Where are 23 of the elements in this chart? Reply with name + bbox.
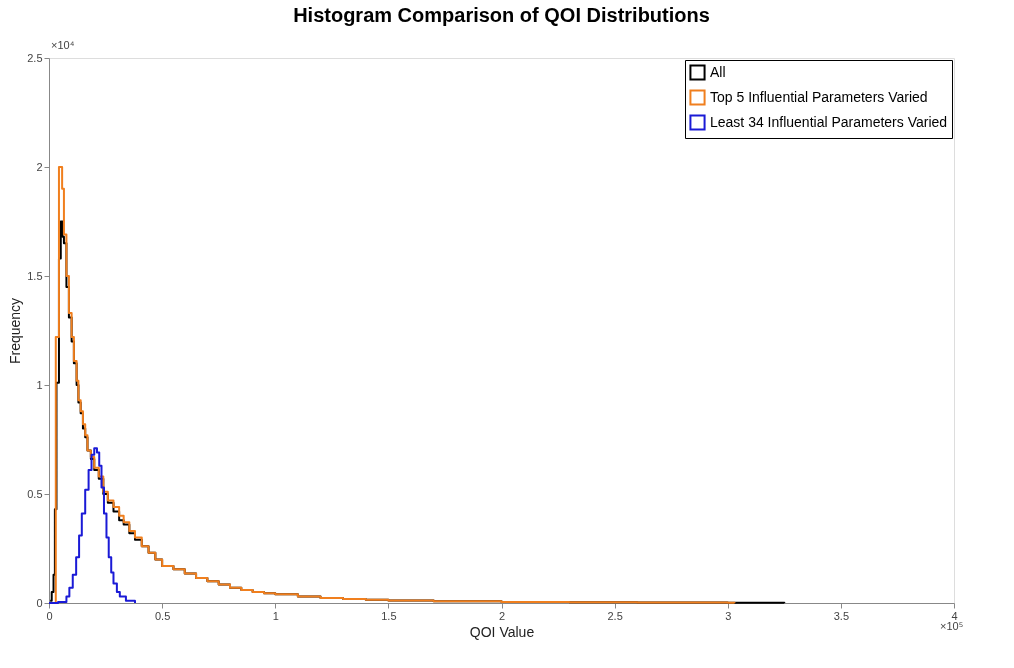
y-tick-label: 1.5 [27, 269, 43, 282]
y-tick-label: 1 [36, 378, 43, 391]
x-tick-label: 4 [951, 609, 958, 622]
y-tick-label: 0.5 [27, 487, 43, 500]
x-tick-label: 3.5 [833, 609, 850, 622]
x-tick-label: 2 [498, 609, 506, 622]
y-axis-title: Frequency [7, 297, 24, 365]
x-tick-label: 0 [46, 609, 53, 622]
legend-label: Top 5 Influential Parameters Varied [710, 88, 928, 105]
text: ×10⁵ [940, 620, 964, 632]
legend-label: Least 34 Influential Parameters Varied [710, 113, 948, 130]
x-tick-label: 3 [725, 609, 732, 622]
text: ×10⁴ [51, 39, 75, 51]
legend-label: All [710, 63, 726, 80]
x-tick-label: 1 [272, 609, 279, 622]
x-tick-label: 1.5 [381, 609, 397, 622]
x-tick-label: 2.5 [607, 609, 623, 622]
x-tick-label: 0.5 [154, 609, 171, 622]
y-tick-label: 0 [36, 596, 43, 609]
y-tick-label: 2 [36, 160, 43, 173]
chart-title: Histogram Comparison of QOI Distributions [293, 4, 710, 26]
y-tick-label: 2.5 [27, 51, 43, 64]
x-axis-title: QOI Value [469, 623, 535, 640]
